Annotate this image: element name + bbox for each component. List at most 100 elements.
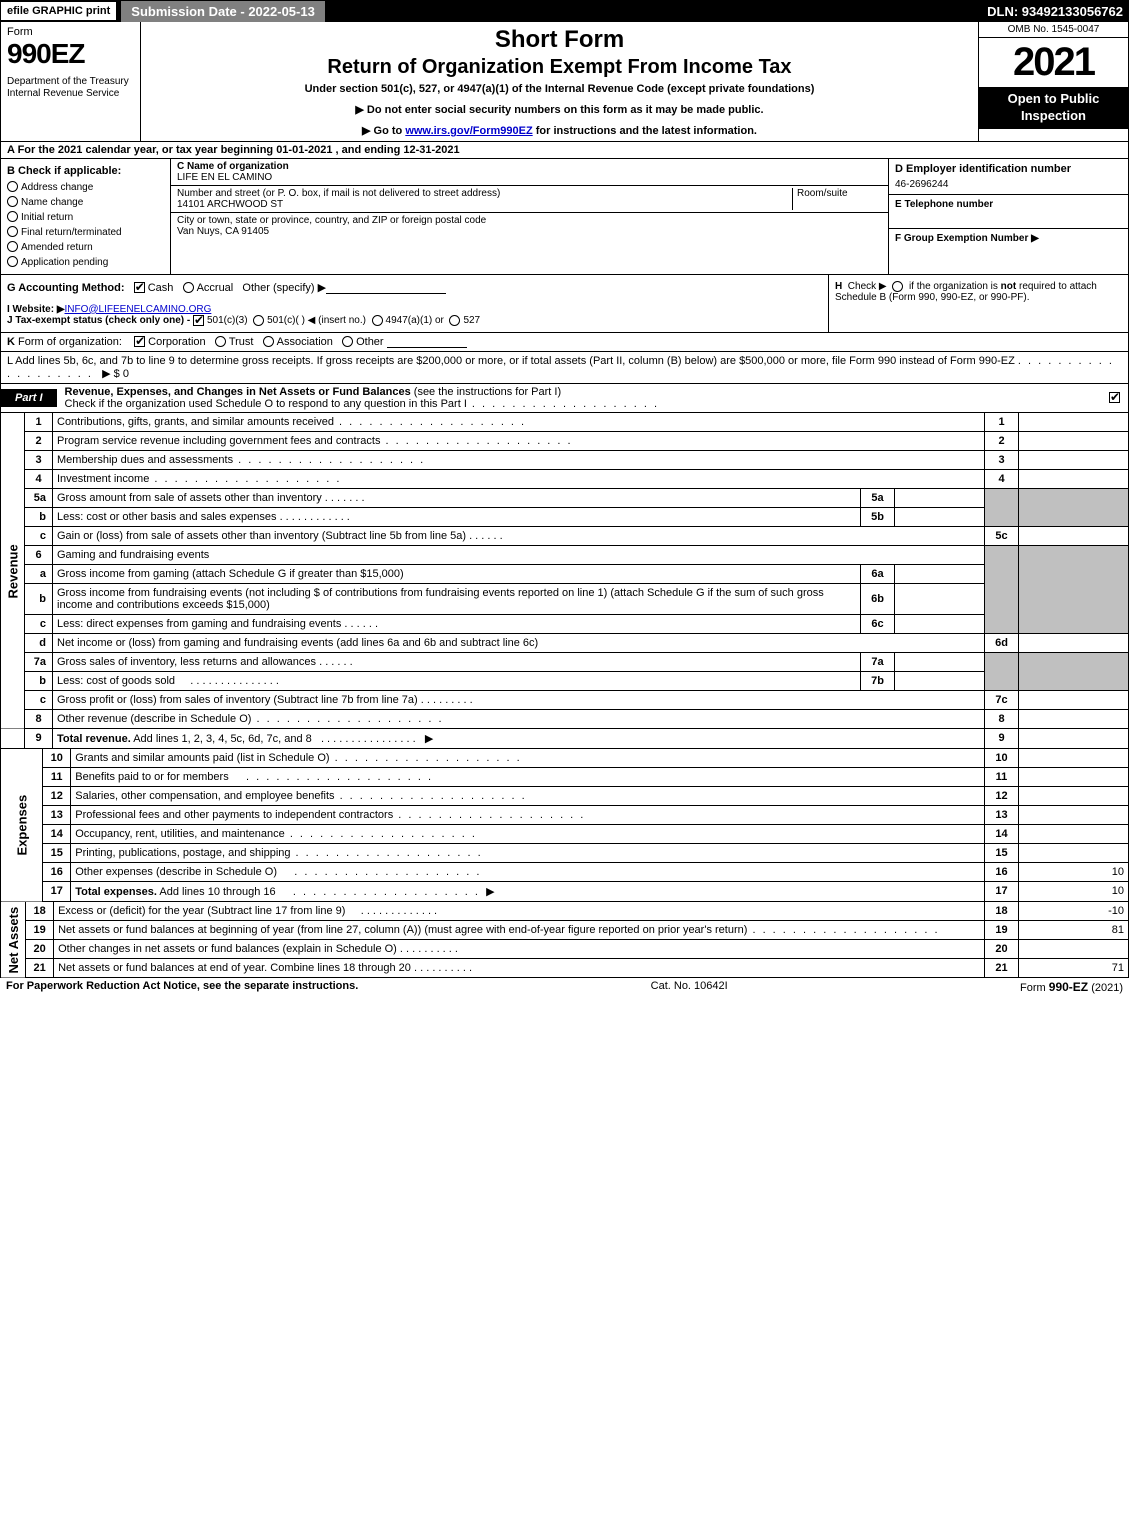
goto-pre: ▶ Go to	[362, 125, 405, 137]
line-8: 8 Other revenue (describe in Schedule O)…	[1, 709, 1129, 728]
chk-schedule-b[interactable]	[892, 281, 903, 292]
catalog-no: Cat. No. 10642I	[651, 980, 728, 994]
city-label: City or town, state or province, country…	[177, 215, 882, 226]
line-7c: c Gross profit or (loss) from sales of i…	[1, 690, 1129, 709]
part1-header: Part I Revenue, Expenses, and Changes in…	[0, 384, 1129, 413]
chk-accrual[interactable]	[183, 282, 194, 293]
line-21: 21 Net assets or fund balances at end of…	[1, 958, 1129, 977]
tax-year: 2021	[979, 38, 1128, 87]
revenue-vlabel: Revenue	[1, 413, 25, 729]
chk-4947[interactable]	[372, 315, 383, 326]
return-title: Return of Organization Exempt From Incom…	[151, 56, 968, 79]
page-footer: For Paperwork Reduction Act Notice, see …	[0, 978, 1129, 996]
top-bar: efile GRAPHIC print Submission Date - 20…	[0, 0, 1129, 22]
line-14: 14 Occupancy, rent, utilities, and maint…	[1, 824, 1129, 843]
city-value: Van Nuys, CA 91405	[177, 226, 882, 237]
line-4: 4 Investment income 4	[1, 469, 1129, 488]
line-11: 11 Benefits paid to or for members 11	[1, 767, 1129, 786]
section-ghij: G Accounting Method: Cash Accrual Other …	[0, 275, 1129, 333]
section-k: K Form of organization: Corporation Trus…	[0, 333, 1129, 352]
line-6b: b Gross income from fundraising events (…	[1, 583, 1129, 614]
chk-trust[interactable]	[215, 336, 226, 347]
f-group-label: F Group Exemption Number ▶	[895, 233, 1122, 244]
chk-501c[interactable]	[253, 315, 264, 326]
chk-name-change[interactable]: Name change	[7, 195, 164, 210]
val-17: 10	[1019, 881, 1129, 901]
room-suite-label: Room/suite	[792, 188, 882, 210]
col-b-checkboxes: B Check if applicable: Address change Na…	[1, 159, 171, 274]
chk-corporation[interactable]	[134, 336, 145, 347]
submission-date: Submission Date - 2022-05-13	[121, 1, 325, 22]
chk-527[interactable]	[449, 315, 460, 326]
open-to-public: Open to Public Inspection	[979, 87, 1128, 129]
website-link[interactable]: INFO@LIFEENELCAMINO.ORG	[65, 304, 212, 315]
gh-left: G Accounting Method: Cash Accrual Other …	[1, 275, 828, 332]
c-name-label: C Name of organization	[177, 161, 882, 172]
dln: DLN: 93492133056762	[987, 4, 1129, 19]
line-7b: b Less: cost of goods sold . . . . . . .…	[1, 671, 1129, 690]
line-6: 6 Gaming and fundraising events	[1, 545, 1129, 564]
line-5a: 5a Gross amount from sale of assets othe…	[1, 488, 1129, 507]
omb-number: OMB No. 1545-0047	[979, 22, 1128, 38]
expenses-table: Expenses 10 Grants and similar amounts p…	[0, 749, 1129, 902]
chk-501c3[interactable]	[193, 315, 204, 326]
chk-other[interactable]	[342, 336, 353, 347]
form-header: Form 990EZ Department of the Treasury In…	[0, 22, 1129, 142]
form-label: Form	[7, 26, 134, 38]
street-label: Number and street (or P. O. box, if mail…	[177, 188, 792, 199]
chk-initial-return[interactable]: Initial return	[7, 210, 164, 225]
goto-instructions: ▶ Go to www.irs.gov/Form990EZ for instru…	[151, 124, 968, 137]
netassets-vlabel: Net Assets	[1, 902, 26, 978]
chk-final-return[interactable]: Final return/terminated	[7, 225, 164, 240]
gross-receipts-amount: ▶ $ 0	[102, 368, 129, 380]
line-5b: b Less: cost or other basis and sales ex…	[1, 507, 1129, 526]
revenue-table: Revenue 1 Contributions, gifts, grants, …	[0, 413, 1129, 749]
val-21: 71	[1019, 958, 1129, 977]
b-header: B Check if applicable:	[7, 163, 164, 180]
irs-link[interactable]: www.irs.gov/Form990EZ	[405, 125, 532, 137]
header-right: OMB No. 1545-0047 2021 Open to Public In…	[978, 22, 1128, 141]
line-13: 13 Professional fees and other payments …	[1, 805, 1129, 824]
section-a: A For the 2021 calendar year, or tax yea…	[0, 142, 1129, 159]
h-schedule-b: H Check ▶ if the organization is not req…	[828, 275, 1128, 332]
org-name: LIFE EN EL CAMINO	[177, 172, 882, 183]
chk-application-pending[interactable]: Application pending	[7, 255, 164, 270]
part1-title: Revenue, Expenses, and Changes in Net As…	[57, 384, 1104, 412]
short-form-title: Short Form	[151, 26, 968, 54]
line-7a: 7a Gross sales of inventory, less return…	[1, 652, 1129, 671]
line-6d: d Net income or (loss) from gaming and f…	[1, 633, 1129, 652]
form-number: 990EZ	[7, 38, 134, 70]
chk-address-change[interactable]: Address change	[7, 180, 164, 195]
chk-association[interactable]	[263, 336, 274, 347]
line-9: 9 Total revenue. Add lines 1, 2, 3, 4, 5…	[1, 728, 1129, 748]
col-def: D Employer identification number 46-2696…	[888, 159, 1128, 274]
line-3: 3 Membership dues and assessments 3	[1, 450, 1129, 469]
line-6c: c Less: direct expenses from gaming and …	[1, 614, 1129, 633]
line-5c: c Gain or (loss) from sale of assets oth…	[1, 526, 1129, 545]
line-10: Expenses 10 Grants and similar amounts p…	[1, 749, 1129, 768]
line-17: 17 Total expenses. Add lines 10 through …	[1, 881, 1129, 901]
netassets-table: Net Assets 18 Excess or (deficit) for th…	[0, 902, 1129, 978]
line-1: Revenue 1 Contributions, gifts, grants, …	[1, 413, 1129, 432]
goto-post: for instructions and the latest informat…	[533, 125, 757, 137]
line-20: 20 Other changes in net assets or fund b…	[1, 939, 1129, 958]
chk-amended-return[interactable]: Amended return	[7, 240, 164, 255]
under-section: Under section 501(c), 527, or 4947(a)(1)…	[151, 83, 968, 95]
line-2: 2 Program service revenue including gove…	[1, 431, 1129, 450]
val-18: -10	[1019, 902, 1129, 921]
form-id-footer: Form 990-EZ (2021)	[1020, 980, 1123, 994]
ssn-warning: ▶ Do not enter social security numbers o…	[151, 103, 968, 116]
chk-schedule-o[interactable]	[1109, 392, 1120, 403]
header-center: Short Form Return of Organization Exempt…	[141, 22, 978, 141]
section-l: L Add lines 5b, 6c, and 7b to line 9 to …	[0, 352, 1129, 384]
ein-value: 46-2696244	[895, 179, 1122, 190]
d-ein-label: D Employer identification number	[895, 163, 1122, 175]
chk-cash[interactable]	[134, 282, 145, 293]
val-19: 81	[1019, 920, 1129, 939]
paperwork-notice: For Paperwork Reduction Act Notice, see …	[6, 980, 358, 994]
line-12: 12 Salaries, other compensation, and emp…	[1, 786, 1129, 805]
efile-print-label[interactable]: efile GRAPHIC print	[0, 1, 117, 21]
col-c-org-info: C Name of organization LIFE EN EL CAMINO…	[171, 159, 888, 274]
val-16: 10	[1019, 862, 1129, 881]
g-accounting: G Accounting Method: Cash Accrual Other …	[7, 281, 822, 294]
